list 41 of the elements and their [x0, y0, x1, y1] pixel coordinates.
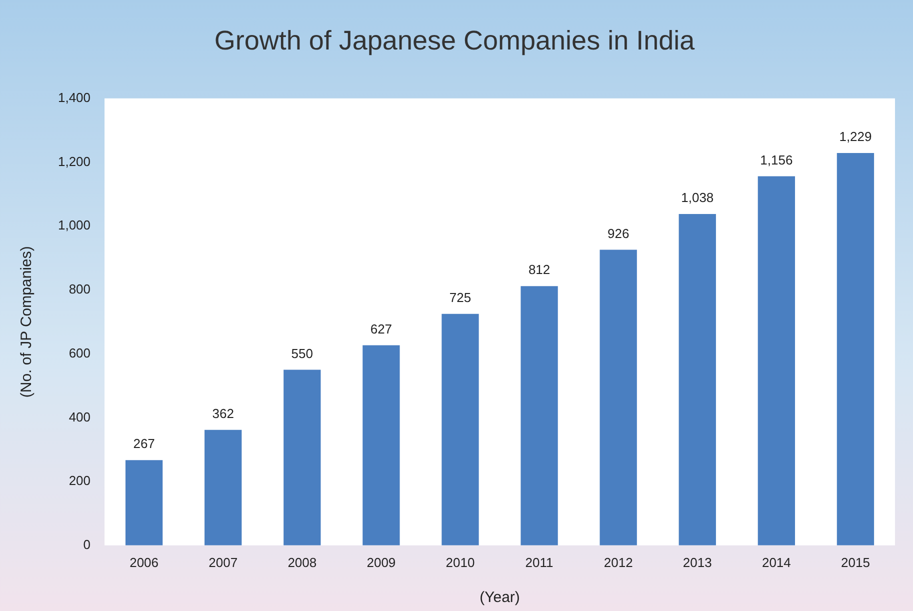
bar [836, 153, 874, 546]
data-label: 1,156 [760, 152, 793, 168]
x-tick-label: 2011 [525, 554, 554, 570]
bar [758, 176, 796, 546]
data-label: 725 [449, 290, 472, 305]
data-label: 926 [607, 226, 630, 241]
data-label: 267 [133, 436, 155, 452]
bar [362, 345, 400, 546]
x-tick-label: 2006 [130, 554, 159, 570]
bar [125, 460, 163, 546]
x-tick-label: 2010 [446, 554, 475, 570]
bar [600, 250, 637, 546]
x-tick-label: 2014 [762, 554, 791, 570]
y-tick-label: 200 [68, 473, 91, 488]
bar [678, 214, 716, 546]
x-tick-label: 2015 [841, 554, 870, 570]
data-label: 812 [528, 262, 550, 278]
y-tick-label: 400 [68, 409, 91, 424]
data-label: 627 [370, 321, 392, 336]
x-tick-label: 2008 [288, 554, 317, 570]
data-label: 362 [212, 406, 234, 421]
y-tick-label: 600 [68, 345, 91, 360]
bar [442, 314, 479, 546]
bar [284, 370, 321, 546]
y-axis-title: (No. of JP Companies) [18, 246, 36, 398]
x-tick-label: 2013 [682, 554, 712, 570]
data-label: 1,229 [839, 129, 872, 144]
data-label: 550 [291, 346, 313, 361]
y-tick-label: 0 [83, 536, 91, 552]
x-axis-title: (Year) [480, 589, 520, 606]
chart-title: Growth of Japanese Companies in India [214, 26, 696, 56]
x-tick-label: 2007 [208, 554, 238, 570]
x-tick-label: 2012 [604, 554, 633, 570]
y-tick-label: 800 [68, 282, 91, 297]
y-tick-label: 1,000 [58, 218, 91, 233]
bar [520, 286, 558, 546]
bar [204, 430, 242, 546]
x-tick-label: 2009 [366, 554, 396, 570]
y-tick-label: 1,200 [58, 154, 91, 169]
data-label: 1,038 [681, 190, 714, 206]
y-tick-label: 1,400 [58, 90, 91, 105]
